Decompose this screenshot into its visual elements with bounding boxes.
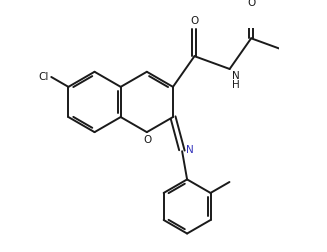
Text: Cl: Cl: [38, 72, 49, 82]
Text: O: O: [247, 0, 255, 8]
Text: O: O: [190, 16, 198, 26]
Text: O: O: [144, 135, 152, 145]
Text: N: N: [186, 145, 194, 155]
Text: N
H: N H: [232, 71, 239, 90]
